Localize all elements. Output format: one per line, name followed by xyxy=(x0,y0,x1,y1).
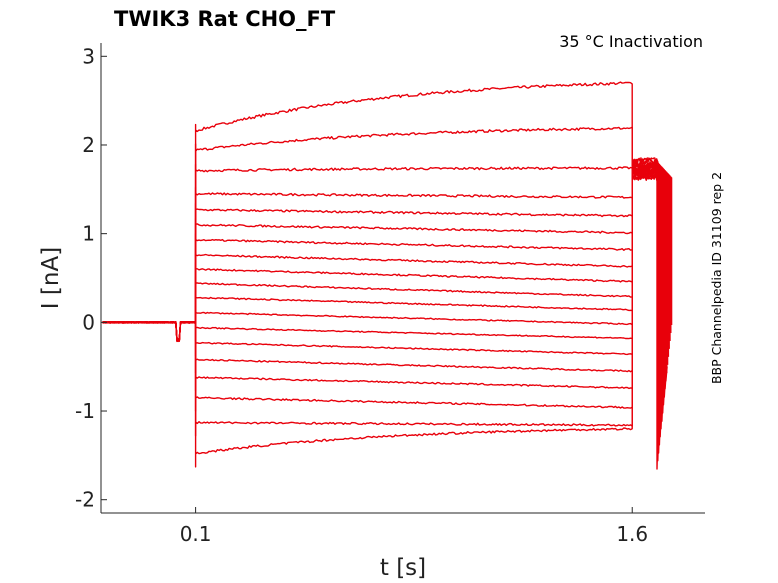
current-trace-9 xyxy=(102,163,668,406)
current-trace-2 xyxy=(102,126,668,462)
current-trace-14 xyxy=(102,168,669,365)
current-trace-3 xyxy=(102,158,668,454)
current-trace-19 xyxy=(102,172,673,468)
y-tick-label: 2 xyxy=(82,133,95,157)
current-trace-15 xyxy=(102,169,670,374)
x-axis-label: t [s] xyxy=(380,555,426,581)
x-tick-label: 1.6 xyxy=(616,522,648,546)
chart-title: TWIK3 Rat CHO_FT xyxy=(114,7,336,31)
y-tick-label: -2 xyxy=(75,488,95,512)
current-trace-10 xyxy=(102,164,668,398)
y-tick-label: 1 xyxy=(82,222,95,246)
current-trace-13 xyxy=(102,167,668,374)
current-trace-12 xyxy=(102,166,668,382)
trace-group xyxy=(101,81,673,470)
current-trace-11 xyxy=(102,165,667,390)
current-trace-5 xyxy=(102,160,667,438)
y-tick-label: -1 xyxy=(75,399,95,423)
x-tick-label: 0.1 xyxy=(180,522,212,546)
y-axis-label: I [nA] xyxy=(38,247,64,309)
chart-annotation: 35 °C Inactivation xyxy=(559,32,703,51)
current-trace-17 xyxy=(102,170,671,412)
y-tick-label: 0 xyxy=(82,310,95,334)
x-axis: 0.1 1.6 xyxy=(180,507,648,546)
y-axis: 3 2 1 0 -1 -2 xyxy=(75,44,107,512)
side-label: BBP Channelpedia ID 31109 rep 2 xyxy=(709,172,724,384)
y-tick-label: 3 xyxy=(82,44,95,68)
